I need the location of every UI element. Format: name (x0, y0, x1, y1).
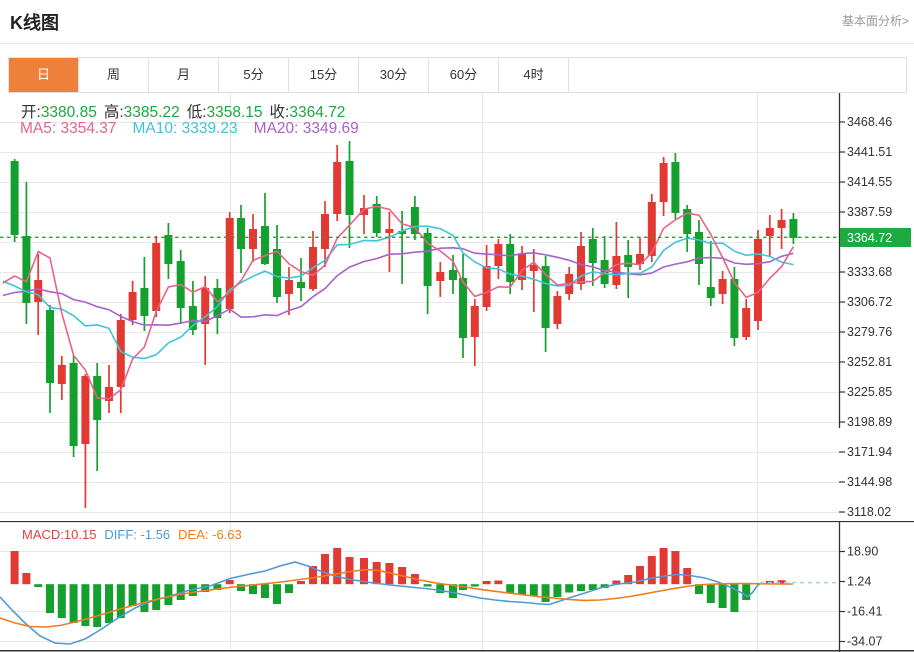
svg-text:3364.72: 3364.72 (847, 231, 892, 245)
svg-text:3144.98: 3144.98 (847, 475, 892, 489)
svg-text:3171.94: 3171.94 (847, 445, 892, 459)
svg-text:-16.41: -16.41 (847, 605, 882, 619)
svg-text:3225.85: 3225.85 (847, 385, 892, 399)
svg-text:3387.59: 3387.59 (847, 205, 892, 219)
svg-text:18.90: 18.90 (847, 545, 878, 559)
svg-text:3252.81: 3252.81 (847, 355, 892, 369)
svg-text:3306.72: 3306.72 (847, 295, 892, 309)
svg-text:3468.46: 3468.46 (847, 115, 892, 129)
svg-text:-34.07: -34.07 (847, 635, 882, 649)
svg-text:3441.51: 3441.51 (847, 145, 892, 159)
svg-text:3118.02: 3118.02 (847, 505, 891, 519)
svg-text:1.24: 1.24 (847, 575, 871, 589)
svg-text:3333.68: 3333.68 (847, 265, 892, 279)
svg-text:3414.55: 3414.55 (847, 175, 892, 189)
svg-text:3198.89: 3198.89 (847, 415, 892, 429)
svg-text:3279.76: 3279.76 (847, 325, 892, 339)
